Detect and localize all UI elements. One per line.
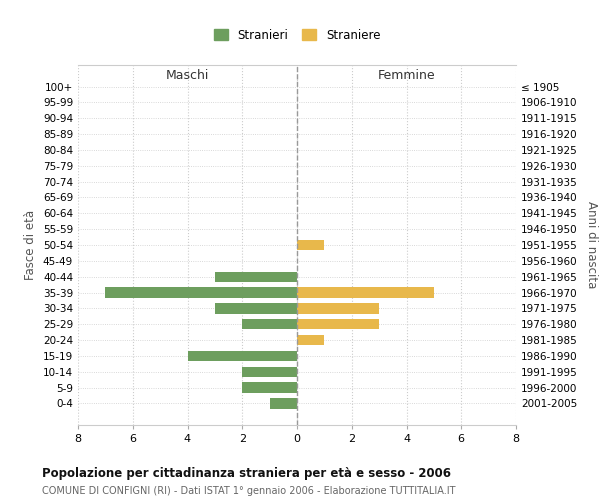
Bar bbox=[187, 351, 297, 361]
Bar bbox=[242, 382, 297, 393]
Bar bbox=[297, 240, 325, 250]
Bar bbox=[215, 272, 297, 282]
Legend: Stranieri, Straniere: Stranieri, Straniere bbox=[209, 24, 385, 46]
Bar bbox=[297, 288, 434, 298]
Bar bbox=[106, 288, 297, 298]
Bar bbox=[297, 319, 379, 330]
Bar bbox=[269, 398, 297, 408]
Text: COMUNE DI CONFIGNI (RI) - Dati ISTAT 1° gennaio 2006 - Elaborazione TUTTITALIA.I: COMUNE DI CONFIGNI (RI) - Dati ISTAT 1° … bbox=[42, 486, 455, 496]
Bar bbox=[297, 335, 325, 345]
Y-axis label: Fasce di età: Fasce di età bbox=[25, 210, 37, 280]
Bar bbox=[215, 303, 297, 314]
Text: Femmine: Femmine bbox=[377, 69, 436, 82]
Y-axis label: Anni di nascita: Anni di nascita bbox=[584, 202, 598, 288]
Bar bbox=[297, 303, 379, 314]
Bar bbox=[242, 319, 297, 330]
Bar bbox=[242, 366, 297, 377]
Text: Maschi: Maschi bbox=[166, 69, 209, 82]
Text: Popolazione per cittadinanza straniera per età e sesso - 2006: Popolazione per cittadinanza straniera p… bbox=[42, 468, 451, 480]
